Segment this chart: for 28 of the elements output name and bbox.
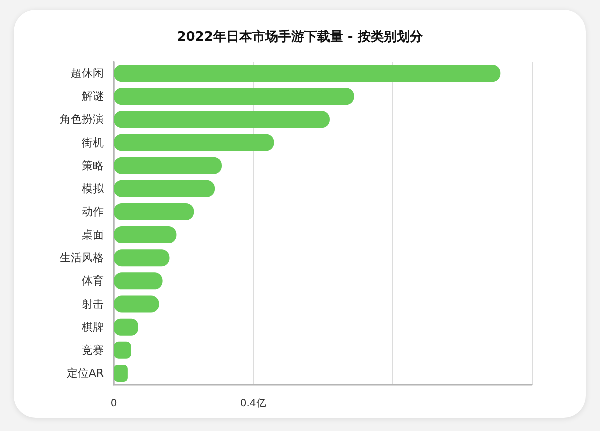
bar bbox=[114, 364, 128, 382]
x-tick-label: 0.4亿 bbox=[240, 398, 266, 410]
y-tick-label: 模拟 bbox=[82, 182, 105, 196]
y-tick-label: 桌面 bbox=[82, 228, 104, 242]
bar bbox=[114, 272, 163, 290]
chart-title: 2022年日本市场手游下载量 - 按类别划分 bbox=[177, 29, 424, 45]
y-tick-label: 竞赛 bbox=[82, 344, 104, 357]
y-tick-label: 定位AR bbox=[66, 366, 104, 380]
y-tick-label: 射击 bbox=[82, 298, 104, 311]
y-tick-label: 体育 bbox=[82, 274, 104, 288]
bar bbox=[114, 88, 354, 106]
bar bbox=[114, 65, 501, 82]
bar bbox=[114, 157, 222, 174]
y-tick-label: 生活风格 bbox=[60, 252, 104, 265]
bar bbox=[114, 180, 216, 198]
y-tick-label: 角色扮演 bbox=[60, 113, 104, 126]
y-tick-label: 策略 bbox=[82, 159, 104, 172]
y-tick-label: 解谜 bbox=[82, 90, 104, 104]
bar bbox=[114, 134, 274, 152]
y-tick-label: 动作 bbox=[82, 205, 104, 218]
bar bbox=[114, 203, 194, 220]
x-tick-label: 0 bbox=[110, 398, 118, 410]
bar bbox=[114, 111, 330, 128]
y-tick-label: 棋牌 bbox=[82, 320, 104, 334]
bar bbox=[114, 250, 170, 267]
bar bbox=[114, 226, 177, 244]
y-tick-label: 超休闲 bbox=[71, 67, 104, 80]
y-tick-label: 街机 bbox=[82, 136, 104, 150]
